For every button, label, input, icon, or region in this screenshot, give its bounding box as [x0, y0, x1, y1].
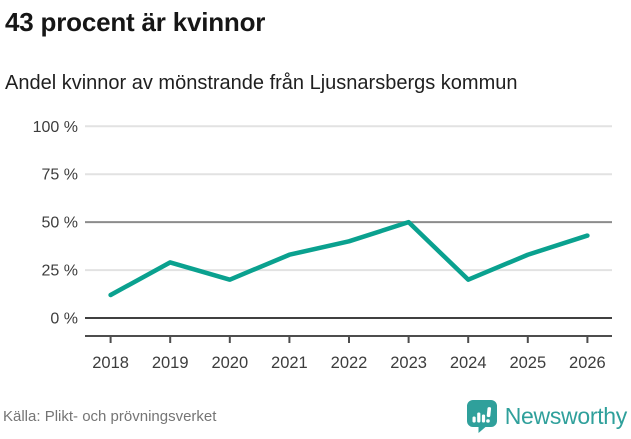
data-line [108, 219, 590, 298]
chart-title: 43 procent är kvinnor [5, 7, 266, 37]
x-tick-label: 2020 [211, 354, 248, 372]
x-tick-label: 2022 [331, 354, 368, 372]
y-tick-label: 0 % [50, 311, 78, 328]
chart-footer: Källa: Plikt- och prövningsverket Newswo… [0, 397, 631, 439]
source-text: Källa: Plikt- och prövningsverket [3, 407, 217, 425]
x-tick-label: 2024 [450, 354, 487, 372]
newsworthy-logo[interactable]: Newsworthy [466, 399, 627, 433]
line-chart: 0 % 25 % 50 % 75 % 100 % 2018 2019 2020 2021 2022… [33, 119, 612, 372]
newsworthy-badge-icon [466, 400, 497, 433]
x-tick-label: 2021 [271, 354, 308, 372]
chart-area: 0 % 25 % 50 % 75 % 100 % 2018 2019 2020 2021 2022… [0, 108, 631, 380]
y-tick-label: 75 % [42, 167, 78, 184]
x-tick-label: 2018 [92, 354, 129, 372]
x-tick-label: 2025 [509, 354, 546, 372]
x-tick-label: 2023 [390, 354, 427, 372]
chart-header: 43 procent är kvinnor Andel kvinnor av m… [0, 0, 631, 95]
newsworthy-wordmark: Newsworthy [504, 402, 628, 429]
chart-subtitle: Andel kvinnor av mönstrande från Ljusnar… [5, 71, 518, 94]
y-tick-label: 50 % [42, 215, 78, 232]
y-tick-label: 100 % [33, 119, 78, 136]
y-tick-label: 25 % [42, 263, 78, 280]
x-tick-label: 2019 [152, 354, 189, 372]
x-tick-label: 2026 [569, 354, 606, 372]
